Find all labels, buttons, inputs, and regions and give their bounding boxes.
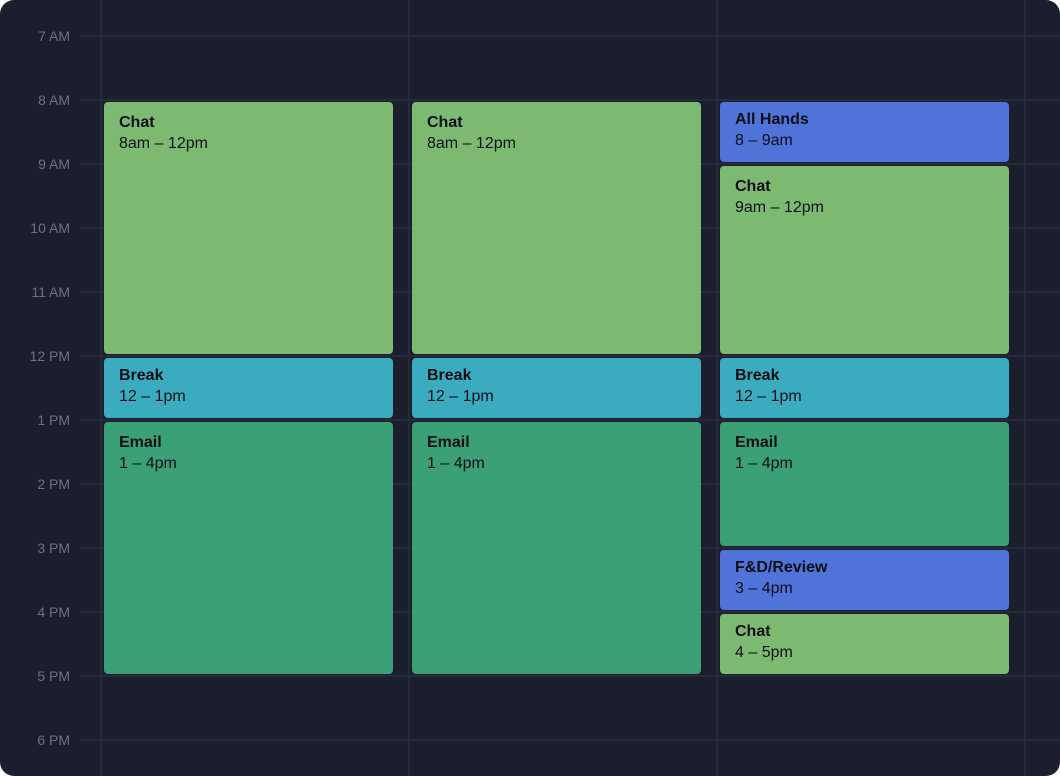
time-label: 6 PM — [37, 732, 70, 748]
event-block[interactable]: F&D/Review 3 – 4pm — [720, 550, 1009, 610]
event-title: Email — [735, 434, 778, 451]
hour-gridline — [81, 99, 1060, 101]
event-title: Break — [119, 367, 164, 384]
time-label: 7 AM — [38, 28, 70, 44]
event-block[interactable]: Email 1 – 4pm — [104, 422, 393, 674]
event-block[interactable]: Chat 8am – 12pm — [104, 102, 393, 354]
time-label: 5 PM — [37, 668, 70, 684]
event-time: 1 – 4pm — [119, 455, 177, 472]
event-block[interactable]: Chat 9am – 12pm — [720, 166, 1009, 354]
event-time: 3 – 4pm — [735, 580, 793, 597]
event-time: 12 – 1pm — [735, 388, 802, 405]
time-label: 3 PM — [37, 540, 70, 556]
column-divider — [1024, 0, 1026, 776]
hour-gridline — [81, 355, 1060, 357]
hour-gridline — [81, 739, 1060, 741]
time-label: 10 AM — [30, 220, 70, 236]
event-block[interactable]: Email 1 – 4pm — [412, 422, 701, 674]
time-label: 9 AM — [38, 156, 70, 172]
event-block[interactable]: Email 1 – 4pm — [720, 422, 1009, 546]
event-title: Chat — [735, 178, 771, 195]
event-time: 9am – 12pm — [735, 199, 824, 216]
time-label: 12 PM — [29, 348, 70, 364]
time-label: 4 PM — [37, 604, 70, 620]
event-time: 8am – 12pm — [119, 135, 208, 152]
event-title: Chat — [735, 623, 771, 640]
event-time: 1 – 4pm — [427, 455, 485, 472]
event-time: 12 – 1pm — [427, 388, 494, 405]
event-title: Break — [427, 367, 472, 384]
event-block[interactable]: Break 12 – 1pm — [720, 358, 1009, 418]
column-divider — [716, 0, 718, 776]
event-title: Break — [735, 367, 780, 384]
column-divider — [100, 0, 102, 776]
event-time: 12 – 1pm — [119, 388, 186, 405]
time-label: 1 PM — [37, 412, 70, 428]
time-label: 8 AM — [38, 92, 70, 108]
column-divider — [408, 0, 410, 776]
event-block[interactable]: Chat 4 – 5pm — [720, 614, 1009, 674]
event-title: Email — [119, 434, 162, 451]
event-title: Chat — [427, 114, 463, 131]
hour-gridline — [81, 35, 1060, 37]
event-time: 8am – 12pm — [427, 135, 516, 152]
time-label: 11 AM — [31, 284, 70, 300]
hour-gridline — [81, 419, 1060, 421]
event-time: 8 – 9am — [735, 132, 793, 149]
event-time: 1 – 4pm — [735, 455, 793, 472]
event-title: Chat — [119, 114, 155, 131]
event-block[interactable]: Break 12 – 1pm — [412, 358, 701, 418]
event-title: Email — [427, 434, 470, 451]
event-title: F&D/Review — [735, 559, 828, 576]
hour-gridline — [81, 675, 1060, 677]
event-time: 4 – 5pm — [735, 644, 793, 661]
event-title: All Hands — [735, 111, 809, 128]
event-block[interactable]: Chat 8am – 12pm — [412, 102, 701, 354]
event-block[interactable]: Break 12 – 1pm — [104, 358, 393, 418]
event-block[interactable]: All Hands 8 – 9am — [720, 102, 1009, 162]
time-label: 2 PM — [37, 476, 70, 492]
